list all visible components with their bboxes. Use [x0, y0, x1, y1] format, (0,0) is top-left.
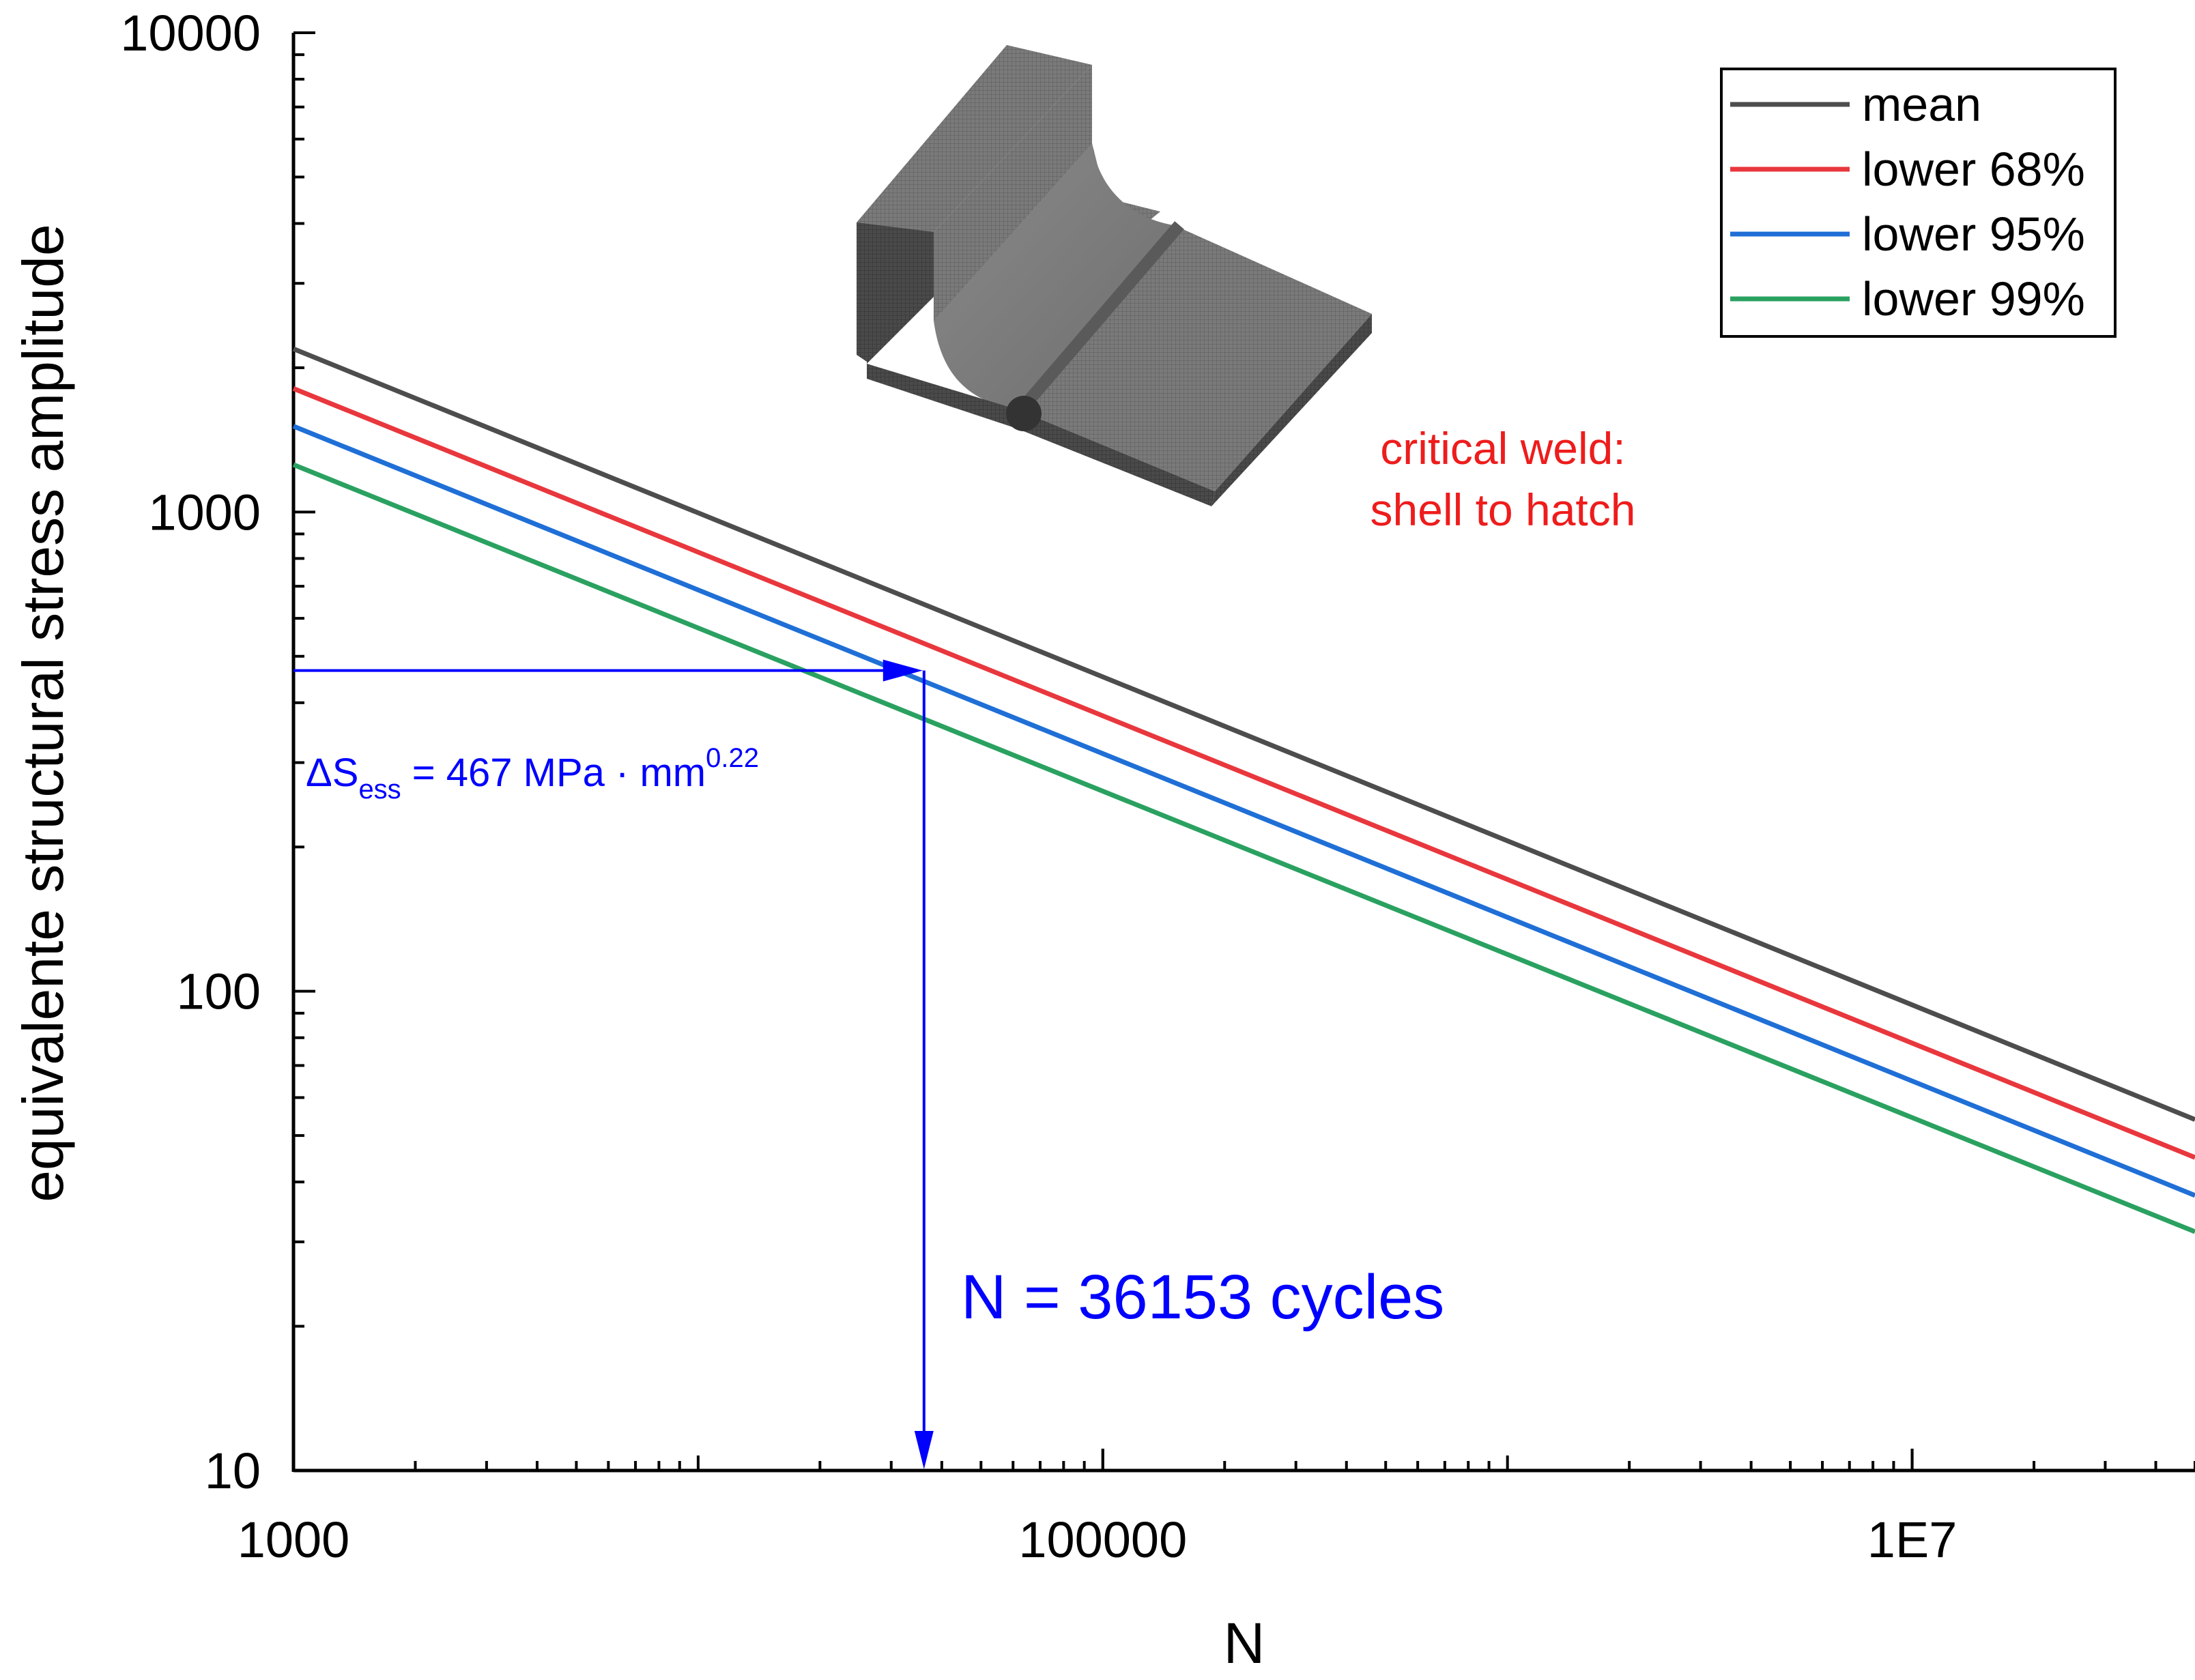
- weld-annotation-line1: critical weld:: [1380, 423, 1625, 474]
- specimen-weld-root: [1006, 396, 1042, 431]
- specimen-base-plate-top: [1017, 225, 1372, 491]
- specimen-base-plate-front: [867, 364, 1215, 506]
- series-line-lower-68-: [292, 386, 2195, 1160]
- series-line-lower-95-: [292, 424, 2195, 1198]
- series-line-mean: [292, 346, 2195, 1122]
- weld-annotation-line2: shell to hatch: [1371, 484, 1636, 535]
- y-axis-ticks: [293, 31, 315, 1472]
- x-axis-ticks: [292, 1449, 2195, 1471]
- legend-label: lower 68%: [1862, 143, 2085, 196]
- x-tick-label: 100000: [1018, 1511, 1187, 1568]
- cycles-arrow-head: [914, 1431, 934, 1469]
- y-axis-tick-labels: 10 100 1000 10000: [120, 5, 261, 1499]
- stress-annotation-mid: = 467 MPa · mm: [401, 751, 706, 795]
- stress-annotation-prefix: ΔS: [306, 751, 358, 795]
- x-tick-label: 1000: [238, 1511, 350, 1568]
- weld-specimen-illustration: [857, 45, 1372, 506]
- y-axis-title: equivalente structural stress amplitude: [11, 224, 75, 1202]
- legend-label: lower 95%: [1862, 207, 2085, 261]
- annotation-arrows: [293, 659, 934, 1469]
- series-line-lower-99-: [292, 462, 2195, 1234]
- axes: [291, 33, 2195, 1473]
- specimen-vertical-plate-top: [857, 45, 1092, 232]
- legend-label: lower 99%: [1862, 272, 2085, 325]
- legend-entries: mean lower 68% lower 95% lower 99%: [1730, 78, 2085, 325]
- x-axis-title: N: [1224, 1611, 1265, 1675]
- legend: mean lower 68% lower 95% lower 99%: [1720, 68, 2117, 338]
- legend-box: [1720, 68, 2117, 338]
- specimen-weld-bead: [1014, 221, 1184, 417]
- specimen-fillet-weld: [934, 143, 1174, 409]
- stress-annotation-sub: ess: [358, 774, 401, 805]
- specimen-vertical-plate-side: [857, 222, 947, 364]
- specimen-base-plate-side: [1211, 314, 1372, 506]
- stress-annotation-sup: 0.22: [706, 743, 759, 773]
- stress-arrow-head: [883, 659, 923, 682]
- cycles-annotation: N = 36153 cycles: [961, 1262, 1444, 1332]
- stress-annotation: ΔSess = 467 MPa · mm0.22: [306, 743, 759, 805]
- y-tick-label: 10: [205, 1443, 261, 1499]
- series-lines: [292, 346, 2195, 1234]
- legend-label: mean: [1862, 78, 1981, 131]
- x-tick-label: 1E7: [1867, 1511, 1957, 1568]
- y-tick-label: 100: [177, 964, 261, 1020]
- y-tick-label: 10000: [120, 5, 261, 61]
- y-tick-label: 1000: [148, 484, 261, 540]
- x-axis-tick-labels: 1000 100000 1E7: [238, 1511, 1957, 1568]
